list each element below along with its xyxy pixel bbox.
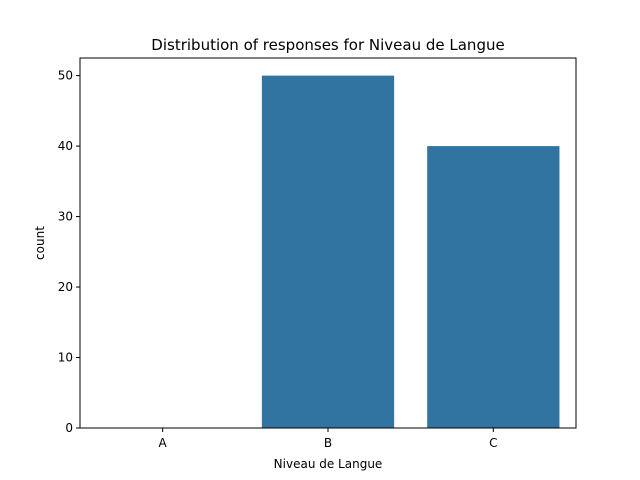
x-tick-label: B [324, 436, 332, 450]
y-tick-label: 10 [58, 351, 73, 365]
bar-c [427, 146, 560, 428]
bars-group [261, 75, 560, 428]
bar-b [261, 75, 395, 428]
y-tick-label: 50 [58, 69, 73, 83]
x-tick-label: C [489, 436, 497, 450]
x-axis-ticks: A B C [159, 428, 498, 450]
x-axis-label: Niveau de Langue [274, 457, 383, 471]
y-tick-label: 20 [58, 280, 73, 294]
y-tick-label: 0 [65, 421, 73, 435]
chart-title: Distribution of responses for Niveau de … [151, 36, 504, 54]
y-tick-label: 30 [58, 210, 73, 224]
x-tick-label: A [159, 436, 168, 450]
y-axis-ticks: 0 10 20 30 40 50 [58, 69, 80, 435]
y-axis-label: count [33, 226, 47, 260]
y-tick-label: 40 [58, 139, 73, 153]
plot-frame [79, 57, 577, 429]
